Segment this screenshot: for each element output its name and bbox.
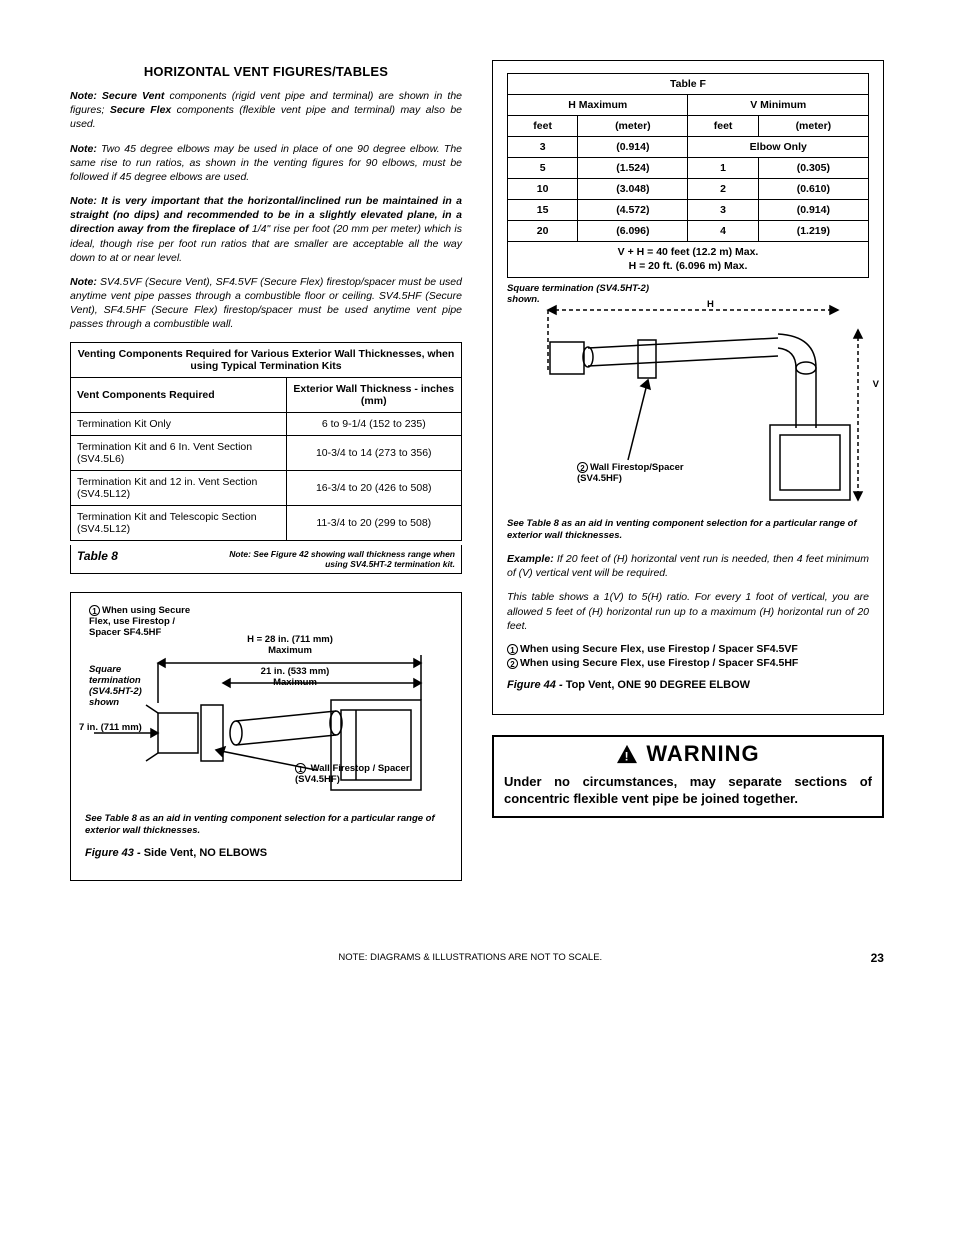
note-2-body: Two 45 degree elbows may be used in plac… bbox=[70, 143, 462, 183]
t8-r1c1: 10-3/4 to 14 (273 to 356) bbox=[286, 435, 461, 470]
tf-foot1: V + H = 40 feet (12.2 m) Max. bbox=[513, 246, 863, 260]
tf-r0c2: Elbow Only bbox=[688, 137, 869, 158]
note-3-body: It is very important that the horizontal… bbox=[70, 195, 462, 264]
note-4: Note: SV4.5VF (Secure Vent), SF4.5VF (Se… bbox=[70, 275, 462, 332]
fig43-note: See Table 8 as an aid in venting compone… bbox=[85, 813, 447, 837]
tf-h: H Maximum bbox=[508, 95, 688, 116]
fig43-h21: 21 in. (533 mm) Maximum bbox=[245, 667, 345, 689]
tf-r2c1: (3.048) bbox=[578, 179, 688, 200]
tf-r3c1: (4.572) bbox=[578, 200, 688, 221]
warning-box: ! WARNING Under no circumstances, may se… bbox=[492, 735, 884, 818]
tf-h-feet: feet bbox=[508, 116, 578, 137]
fig44-h-label: H bbox=[707, 300, 714, 311]
fig44-ratio: This table shows a 1(V) to 5(H) ratio. F… bbox=[507, 590, 869, 633]
t8-r2c0: Termination Kit and 12 in. Vent Section … bbox=[71, 470, 287, 505]
fig44-b2: When using Secure Flex, use Firestop / S… bbox=[520, 657, 798, 669]
note-3: Note: It is very important that the hori… bbox=[70, 194, 462, 265]
t8-r2c1: 16-3/4 to 20 (426 to 508) bbox=[286, 470, 461, 505]
tf-h-meter: (meter) bbox=[578, 116, 688, 137]
fig44-b1: When using Secure Flex, use Firestop / S… bbox=[520, 643, 798, 655]
note-1: Note: Secure Vent components (rigid vent… bbox=[70, 89, 462, 132]
tf-r0c1: (0.914) bbox=[578, 137, 688, 158]
fig43-ann1: When using Secure Flex, use Firestop / S… bbox=[89, 605, 190, 638]
fig44-wall: Wall Firestop/Spacer (SV4.5HF) bbox=[577, 462, 684, 484]
note-4-body: SV4.5VF (Secure Vent), SF4.5VF (Secure F… bbox=[70, 276, 462, 331]
tf-r2c0: 10 bbox=[508, 179, 578, 200]
table8-col1: Vent Components Required bbox=[71, 377, 287, 412]
figure-44-diagram: Square termination (SV4.5HT-2) shown. H … bbox=[507, 290, 869, 510]
note-2: Note: Two 45 degree elbows may be used i… bbox=[70, 142, 462, 185]
tf-title: Table F bbox=[508, 74, 869, 95]
fig44-caption: Figure 44 - Top Vent, ONE 90 DEGREE ELBO… bbox=[507, 679, 869, 691]
fig43-wall: Wall Firestop / Spacer (SV4.5HF) bbox=[295, 763, 410, 785]
fig43-hmax: H = 28 in. (711 mm) Maximum bbox=[235, 635, 345, 657]
table8-title: Venting Components Required for Various … bbox=[71, 342, 462, 377]
figure-43-diagram: 1When using Secure Flex, use Firestop / … bbox=[85, 605, 447, 805]
table8-label: Table 8 bbox=[77, 549, 118, 563]
tf-r1c0: 5 bbox=[508, 158, 578, 179]
t8-r0c1: 6 to 9-1/4 (152 to 235) bbox=[286, 412, 461, 435]
table8-col2: Exterior Wall Thickness - inches (mm) bbox=[286, 377, 461, 412]
tf-v-meter: (meter) bbox=[758, 116, 868, 137]
fig44-example: Example: If 20 feet of (H) horizontal ve… bbox=[507, 552, 869, 580]
fig43-seven: 7 in. (711 mm) bbox=[79, 723, 159, 734]
fig44-sq: Square termination (SV4.5HT-2) shown. bbox=[507, 284, 667, 306]
page-footer: NOTE: DIAGRAMS & ILLUSTRATIONS ARE NOT T… bbox=[70, 951, 884, 965]
warning-title: WARNING bbox=[646, 741, 759, 767]
warning-body: Under no circumstances, may separate sec… bbox=[494, 773, 882, 816]
tf-r1c3: (0.305) bbox=[758, 158, 868, 179]
t8-r1c0: Termination Kit and 6 In. Vent Section (… bbox=[71, 435, 287, 470]
footer-note: NOTE: DIAGRAMS & ILLUSTRATIONS ARE NOT T… bbox=[338, 952, 602, 963]
tf-r3c2: 3 bbox=[688, 200, 758, 221]
t8-r0c0: Termination Kit Only bbox=[71, 412, 287, 435]
note-1-body: Secure Vent components (rigid vent pipe … bbox=[70, 90, 462, 130]
table-8: Venting Components Required for Various … bbox=[70, 342, 462, 541]
fig43-sq: Square termination (SV4.5HT-2) shown bbox=[89, 665, 169, 709]
t8-r3c1: 11-3/4 to 20 (299 to 508) bbox=[286, 505, 461, 540]
svg-text:!: ! bbox=[625, 749, 630, 763]
tf-r3c0: 15 bbox=[508, 200, 578, 221]
figure-43-frame: 1When using Secure Flex, use Firestop / … bbox=[70, 592, 462, 881]
tf-r2c3: (0.610) bbox=[758, 179, 868, 200]
tf-r2c2: 2 bbox=[688, 179, 758, 200]
tf-r1c2: 1 bbox=[688, 158, 758, 179]
table8-footer: Table 8 Note: See Figure 42 showing wall… bbox=[70, 545, 462, 574]
tf-v-feet: feet bbox=[688, 116, 758, 137]
t8-r3c0: Termination Kit and Telescopic Section (… bbox=[71, 505, 287, 540]
fig44-note: See Table 8 as an aid in venting compone… bbox=[507, 518, 869, 542]
tf-r3c3: (0.914) bbox=[758, 200, 868, 221]
figure-44-frame: Table F H Maximum V Minimum feet (meter)… bbox=[492, 60, 884, 715]
tf-r4c3: (1.219) bbox=[758, 221, 868, 242]
tf-v: V Minimum bbox=[688, 95, 869, 116]
tf-r1c1: (1.524) bbox=[578, 158, 688, 179]
left-column: HORIZONTAL VENT FIGURES/TABLES Note: Sec… bbox=[70, 60, 462, 881]
table8-footnote: Note: See Figure 42 showing wall thickne… bbox=[228, 549, 455, 569]
table-f: Table F H Maximum V Minimum feet (meter)… bbox=[507, 73, 869, 278]
tf-r0c0: 3 bbox=[508, 137, 578, 158]
section-heading: HORIZONTAL VENT FIGURES/TABLES bbox=[70, 64, 462, 79]
tf-r4c2: 4 bbox=[688, 221, 758, 242]
warning-title-row: ! WARNING bbox=[494, 737, 882, 773]
right-column: Table F H Maximum V Minimum feet (meter)… bbox=[492, 60, 884, 881]
page-number: 23 bbox=[871, 951, 884, 965]
warning-icon: ! bbox=[616, 744, 638, 764]
fig44-v-label: V bbox=[873, 380, 879, 391]
fig43-caption: Figure 43 - Side Vent, NO ELBOWS bbox=[85, 847, 447, 859]
tf-r4c0: 20 bbox=[508, 221, 578, 242]
tf-foot2: H = 20 ft. (6.096 m) Max. bbox=[513, 260, 863, 274]
tf-r4c1: (6.096) bbox=[578, 221, 688, 242]
